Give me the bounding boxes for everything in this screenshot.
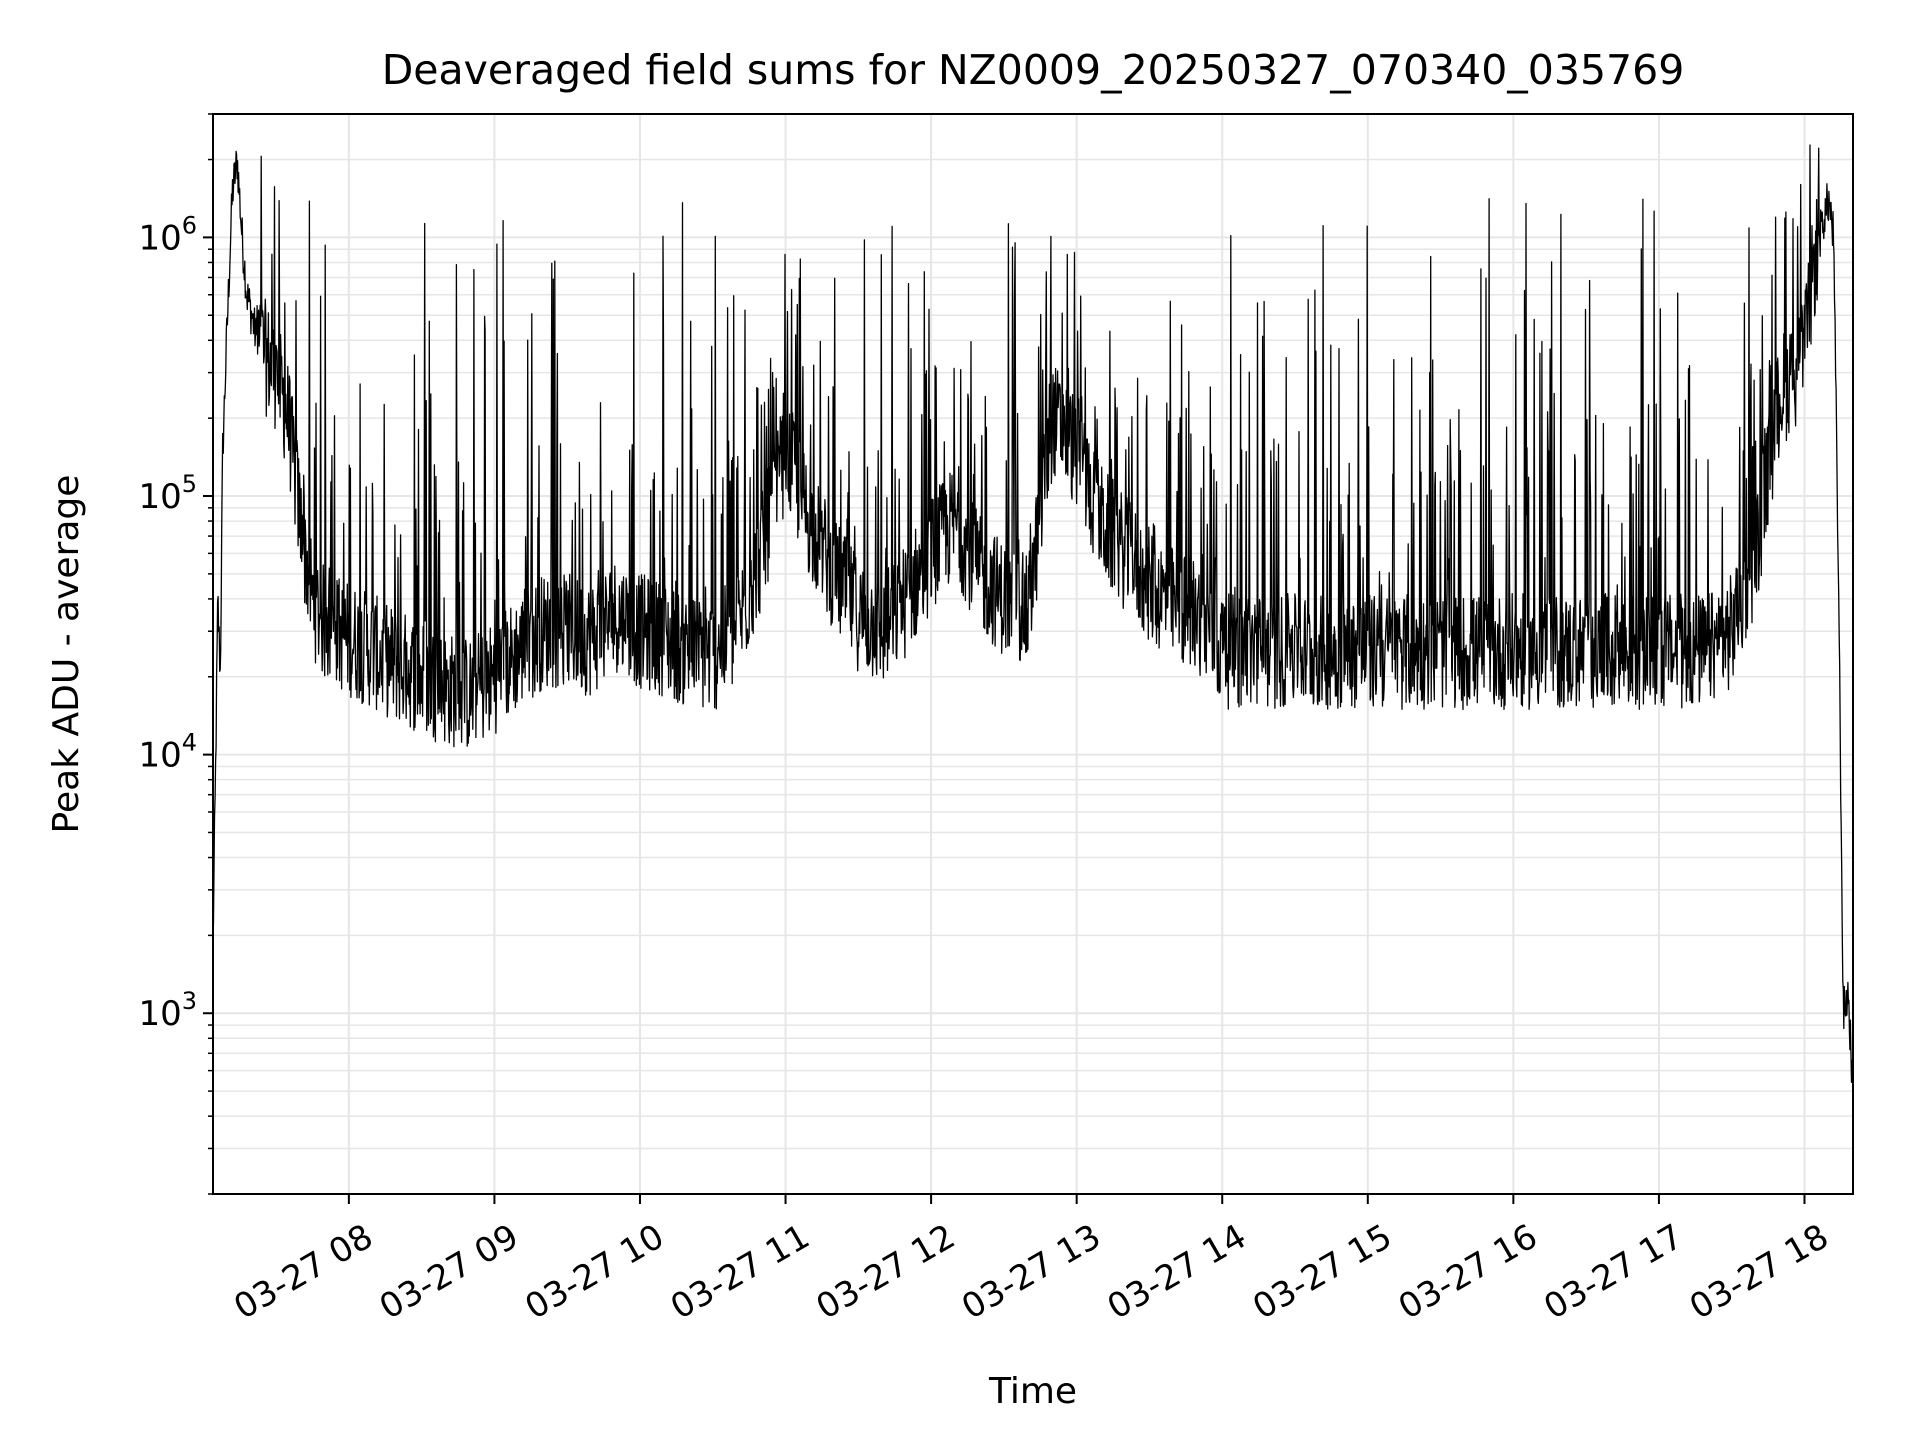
y-tick-base: 10	[138, 477, 181, 517]
y-tick-base: 10	[138, 736, 181, 776]
minor-gridlines	[213, 113, 1853, 1195]
x-axis-label: Time	[988, 1371, 1077, 1412]
y-tick-exponent: 6	[182, 211, 197, 239]
series-line	[212, 144, 1854, 1083]
y-tick-label: 104	[138, 729, 197, 776]
chart-title: Deaveraged field sums for NZ0009_2025032…	[382, 46, 1685, 94]
y-tick-label: 103	[138, 987, 197, 1034]
y-axis-label: Peak ADU - average	[46, 475, 87, 834]
plot-frame	[212, 113, 1854, 1195]
y-tick-label: 106	[138, 211, 197, 258]
y-tick-exponent: 3	[182, 987, 197, 1015]
y-tick-base: 10	[138, 994, 181, 1034]
series-line-group	[212, 144, 1854, 1083]
y-tick-exponent: 4	[182, 729, 197, 757]
y-tick-label: 105	[138, 470, 197, 517]
y-tick-base: 10	[138, 218, 181, 258]
y-tick-exponent: 5	[182, 470, 197, 498]
